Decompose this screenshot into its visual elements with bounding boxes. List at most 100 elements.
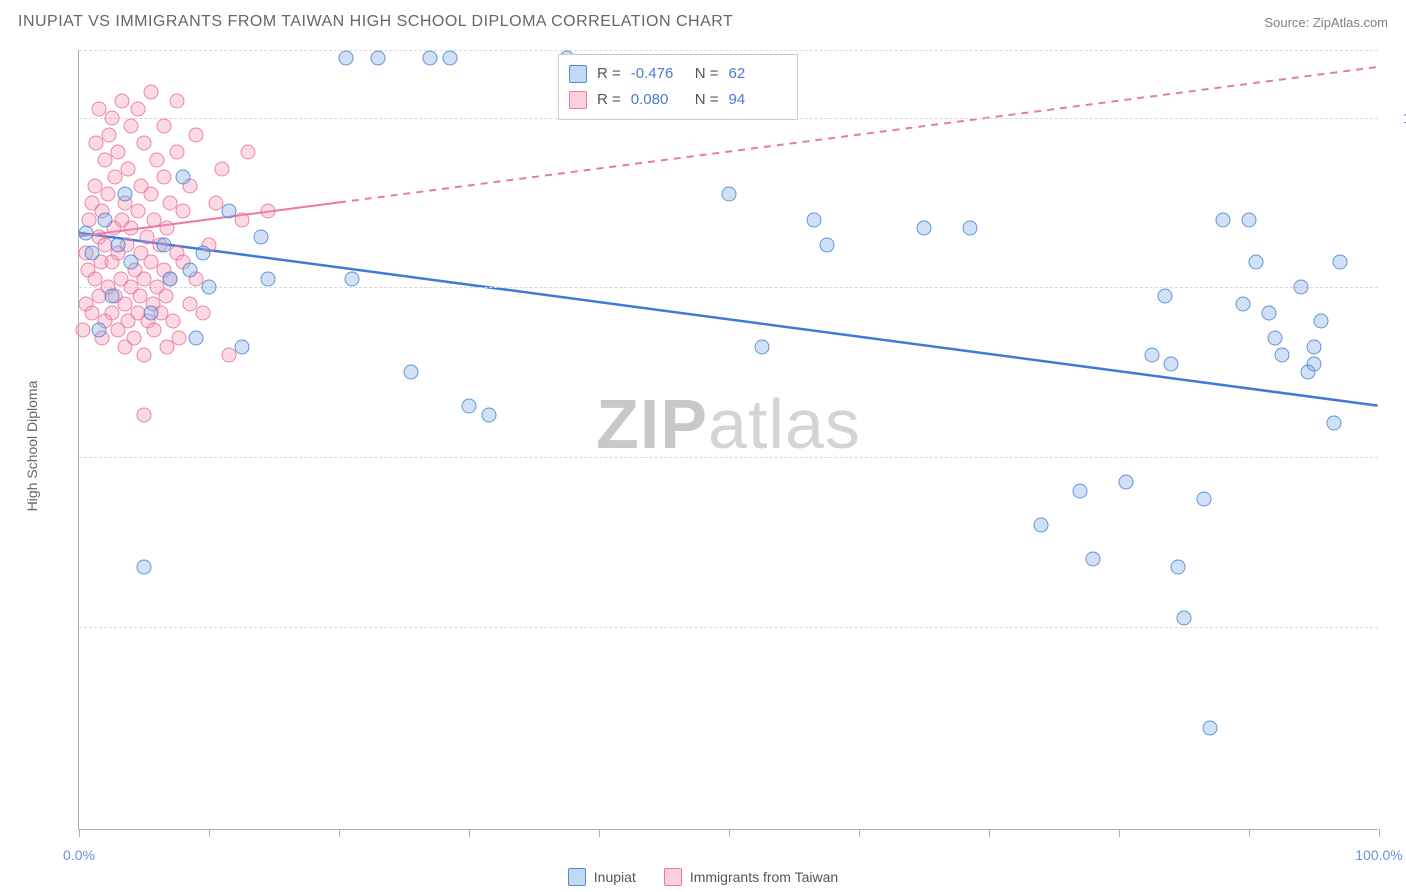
data-point bbox=[1326, 416, 1341, 431]
data-point bbox=[104, 110, 119, 125]
correlation-chart: INUPIAT VS IMMIGRANTS FROM TAIWAN HIGH S… bbox=[0, 0, 1406, 892]
data-point bbox=[423, 51, 438, 66]
r-value-taiwan: 0.080 bbox=[631, 87, 685, 113]
data-point bbox=[1144, 348, 1159, 363]
data-point bbox=[806, 212, 821, 227]
data-point bbox=[172, 331, 187, 346]
legend-item-taiwan: Immigrants from Taiwan bbox=[664, 868, 838, 886]
data-point bbox=[1170, 560, 1185, 575]
data-point bbox=[104, 288, 119, 303]
gridline bbox=[79, 287, 1378, 288]
data-point bbox=[1307, 339, 1322, 354]
data-point bbox=[160, 221, 175, 236]
ytick-label: 80.0% bbox=[1386, 449, 1406, 465]
data-point bbox=[1307, 356, 1322, 371]
r-label-2: R = bbox=[597, 87, 621, 113]
data-point bbox=[182, 263, 197, 278]
xtick bbox=[599, 829, 600, 837]
gridline bbox=[79, 457, 1378, 458]
stats-row-inupiat: R = -0.476 N = 62 bbox=[569, 61, 783, 87]
data-point bbox=[1164, 356, 1179, 371]
data-point bbox=[176, 170, 191, 185]
chart-title: INUPIAT VS IMMIGRANTS FROM TAIWAN HIGH S… bbox=[18, 13, 733, 31]
data-point bbox=[442, 51, 457, 66]
data-point bbox=[1268, 331, 1283, 346]
data-point bbox=[124, 221, 139, 236]
data-point bbox=[234, 339, 249, 354]
data-point bbox=[1177, 611, 1192, 626]
data-point bbox=[1086, 551, 1101, 566]
data-point bbox=[1248, 254, 1263, 269]
data-point bbox=[1274, 348, 1289, 363]
data-point bbox=[137, 136, 152, 151]
data-point bbox=[1118, 475, 1133, 490]
xtick bbox=[79, 829, 80, 837]
data-point bbox=[143, 187, 158, 202]
title-bar: INUPIAT VS IMMIGRANTS FROM TAIWAN HIGH S… bbox=[18, 8, 1388, 36]
bottom-legend: Inupiat Immigrants from Taiwan bbox=[0, 868, 1406, 886]
r-label: R = bbox=[597, 61, 621, 87]
chart-source: Source: ZipAtlas.com bbox=[1264, 15, 1388, 30]
data-point bbox=[403, 365, 418, 380]
data-point bbox=[163, 271, 178, 286]
legend-item-inupiat: Inupiat bbox=[568, 868, 636, 886]
data-point bbox=[1235, 297, 1250, 312]
trend-lines bbox=[79, 50, 1378, 829]
data-point bbox=[126, 331, 141, 346]
stats-legend: R = -0.476 N = 62 R = 0.080 N = 94 bbox=[558, 54, 798, 120]
data-point bbox=[1034, 517, 1049, 532]
n-value-inupiat: 62 bbox=[729, 61, 783, 87]
data-point bbox=[130, 204, 145, 219]
watermark-atlas: atlas bbox=[708, 385, 861, 463]
data-point bbox=[1196, 492, 1211, 507]
xtick bbox=[989, 829, 990, 837]
data-point bbox=[221, 204, 236, 219]
xtick bbox=[859, 829, 860, 837]
data-point bbox=[1313, 314, 1328, 329]
data-point bbox=[159, 288, 174, 303]
data-point bbox=[1203, 721, 1218, 736]
data-point bbox=[75, 322, 90, 337]
watermark-zip: ZIP bbox=[596, 385, 708, 463]
n-value-taiwan: 94 bbox=[729, 87, 783, 113]
legend-label-taiwan: Immigrants from Taiwan bbox=[690, 869, 838, 885]
data-point bbox=[124, 119, 139, 134]
data-point bbox=[189, 127, 204, 142]
data-point bbox=[962, 221, 977, 236]
xtick bbox=[1379, 829, 1380, 837]
yaxis-title: High School Diploma bbox=[24, 381, 40, 512]
data-point bbox=[202, 280, 217, 295]
data-point bbox=[1294, 280, 1309, 295]
data-point bbox=[754, 339, 769, 354]
data-point bbox=[195, 246, 210, 261]
data-point bbox=[176, 204, 191, 219]
data-point bbox=[345, 271, 360, 286]
xtick bbox=[729, 829, 730, 837]
ytick-label: 90.0% bbox=[1386, 279, 1406, 295]
gridline bbox=[79, 627, 1378, 628]
data-point bbox=[100, 187, 115, 202]
data-point bbox=[114, 93, 129, 108]
data-point bbox=[117, 187, 132, 202]
data-point bbox=[254, 229, 269, 244]
data-point bbox=[169, 93, 184, 108]
ytick-label: 70.0% bbox=[1386, 619, 1406, 635]
data-point bbox=[462, 399, 477, 414]
data-point bbox=[85, 246, 100, 261]
data-point bbox=[1261, 305, 1276, 320]
data-point bbox=[156, 170, 171, 185]
data-point bbox=[156, 119, 171, 134]
legend-swatch-taiwan bbox=[664, 868, 682, 886]
gridline bbox=[79, 50, 1378, 51]
data-point bbox=[91, 322, 106, 337]
data-point bbox=[137, 407, 152, 422]
data-point bbox=[1333, 254, 1348, 269]
n-label-2: N = bbox=[695, 87, 719, 113]
data-point bbox=[241, 144, 256, 159]
data-point bbox=[1216, 212, 1231, 227]
data-point bbox=[143, 305, 158, 320]
data-point bbox=[98, 212, 113, 227]
data-point bbox=[234, 212, 249, 227]
data-point bbox=[150, 153, 165, 168]
r-value-inupiat: -0.476 bbox=[631, 61, 685, 87]
